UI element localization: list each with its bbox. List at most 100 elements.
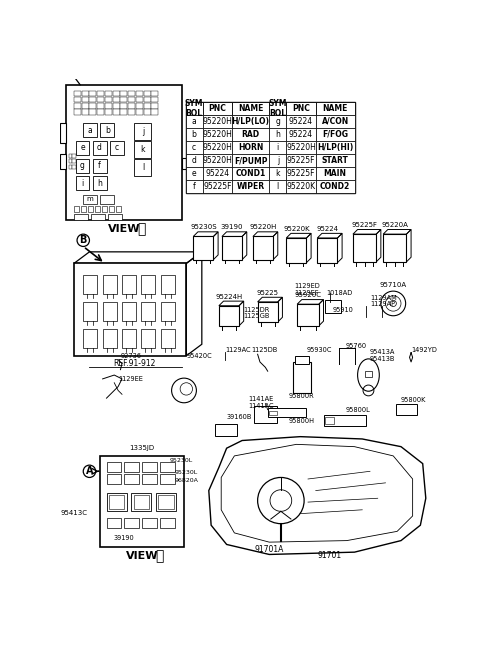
Bar (160, 462, 175, 472)
Text: k: k (141, 145, 145, 154)
Bar (95, 206, 100, 212)
Bar (186, 115, 203, 128)
Text: a: a (88, 126, 93, 135)
Bar (103, 329, 117, 348)
Text: 39190: 39190 (113, 534, 134, 540)
Bar (152, 103, 158, 109)
Bar (160, 474, 175, 485)
Bar (83, 195, 97, 204)
Bar (161, 275, 175, 294)
Text: 95800R: 95800R (288, 393, 314, 399)
Bar (122, 329, 136, 348)
Bar (297, 304, 319, 326)
Text: START: START (322, 156, 348, 165)
Text: 1125DB: 1125DB (252, 346, 277, 352)
Text: F/FOG: F/FOG (322, 130, 348, 139)
Bar (161, 329, 175, 348)
Text: PNC: PNC (208, 103, 226, 113)
Text: 1129AC: 1129AC (225, 346, 251, 352)
Bar (316, 102, 355, 115)
Text: 91701A: 91701A (254, 546, 284, 554)
Bar (100, 456, 184, 547)
Bar (136, 91, 143, 96)
Bar (74, 109, 81, 115)
Bar (142, 517, 157, 527)
Text: e: e (192, 169, 196, 178)
Bar (82, 91, 89, 96)
Bar (74, 214, 88, 220)
Text: B: B (80, 235, 87, 246)
Bar (142, 302, 156, 321)
Text: 1018AD: 1018AD (326, 290, 353, 295)
Bar (107, 493, 127, 512)
Bar (286, 141, 316, 154)
Bar (109, 495, 124, 509)
Bar (100, 123, 114, 137)
Bar (144, 109, 151, 115)
Text: 1129EF: 1129EF (294, 290, 319, 295)
Bar (97, 97, 104, 102)
Text: a: a (192, 117, 196, 126)
Text: k: k (276, 169, 280, 178)
Bar (316, 180, 355, 193)
Bar (286, 180, 316, 193)
Bar (232, 167, 269, 180)
Bar (152, 109, 158, 115)
Bar (69, 159, 72, 163)
Bar (74, 91, 81, 96)
Bar (128, 91, 135, 96)
Bar (97, 91, 104, 96)
Bar (113, 97, 120, 102)
Bar (268, 408, 306, 417)
Bar (269, 411, 277, 415)
Bar (103, 302, 117, 321)
Text: c: c (115, 143, 119, 153)
Bar (232, 102, 269, 115)
Bar (186, 180, 203, 193)
Text: l: l (276, 182, 279, 191)
Text: 95413C: 95413C (60, 510, 87, 516)
Bar (74, 263, 186, 356)
Bar (156, 493, 176, 512)
Bar (60, 123, 66, 143)
Bar (353, 234, 376, 262)
Bar (120, 103, 127, 109)
Text: 95224: 95224 (289, 130, 313, 139)
Bar (253, 236, 273, 259)
Text: A/CON: A/CON (322, 117, 349, 126)
Text: h: h (97, 179, 102, 188)
Text: i: i (81, 179, 84, 188)
Bar (124, 474, 139, 485)
Bar (83, 302, 97, 321)
Bar (120, 97, 127, 102)
Text: 1335JD: 1335JD (130, 445, 155, 451)
Text: 95224: 95224 (289, 117, 313, 126)
Bar (152, 91, 158, 96)
Bar (325, 299, 340, 314)
Bar (161, 302, 175, 321)
Text: 1125GB: 1125GB (244, 312, 270, 319)
Bar (124, 517, 139, 527)
Bar (203, 128, 232, 141)
Text: 95220H: 95220H (203, 143, 232, 152)
Bar (286, 238, 306, 263)
Bar (89, 97, 96, 102)
Text: COND1: COND1 (236, 169, 266, 178)
Text: b: b (192, 130, 196, 139)
Text: WIPER: WIPER (237, 182, 264, 191)
Bar (109, 141, 123, 155)
Text: PNC: PNC (292, 103, 310, 113)
Text: 1141AC: 1141AC (248, 403, 274, 409)
Bar (269, 154, 286, 167)
Bar (232, 115, 269, 128)
Text: MAIN: MAIN (324, 169, 347, 178)
Bar (82, 103, 89, 109)
Text: f: f (192, 182, 195, 191)
Bar (72, 165, 75, 169)
Bar (72, 159, 75, 163)
Text: 95224H: 95224H (216, 293, 242, 299)
Bar (102, 206, 107, 212)
Bar (105, 103, 112, 109)
Text: 95225F: 95225F (287, 156, 315, 165)
Bar (269, 128, 286, 141)
